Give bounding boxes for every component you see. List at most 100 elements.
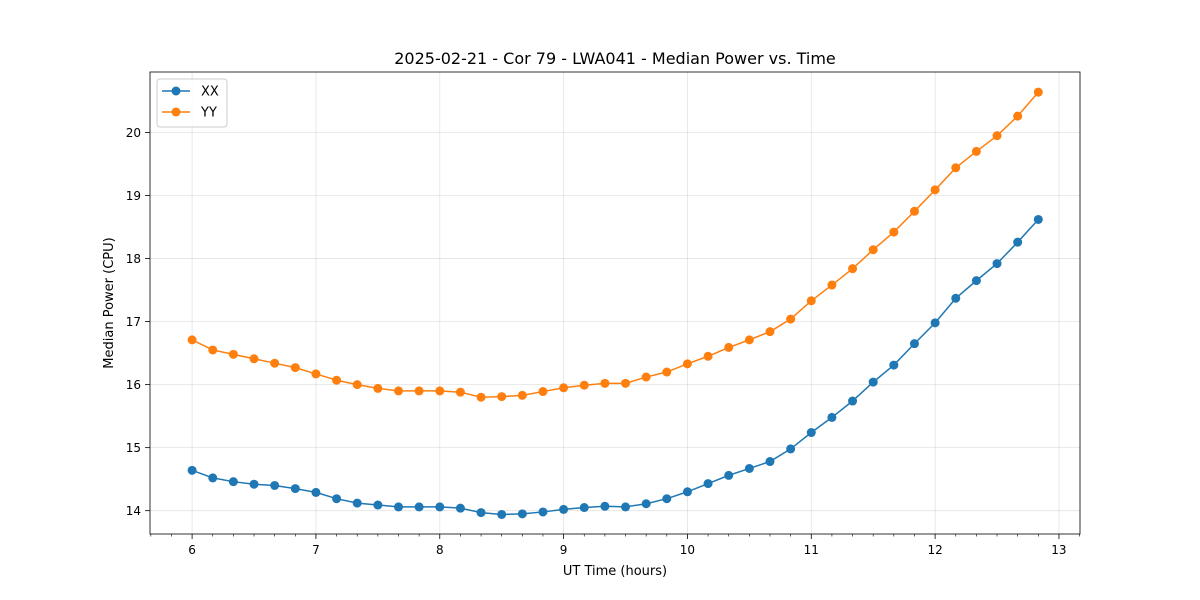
data-point-xx [662, 494, 672, 504]
data-point-xx [435, 502, 445, 512]
x-tick-label: 7 [312, 543, 320, 557]
x-tick-label: 13 [1051, 543, 1066, 557]
data-point-yy [517, 390, 527, 400]
data-point-yy [270, 358, 280, 368]
data-point-yy [848, 264, 858, 274]
data-point-xx [848, 396, 858, 406]
data-point-yy [621, 378, 631, 388]
y-axis-label: Median Power (CPU) [102, 237, 117, 368]
data-point-yy [290, 363, 300, 373]
data-point-yy [682, 359, 692, 369]
legend-label-yy: YY [200, 106, 217, 121]
data-point-yy [744, 335, 754, 345]
data-point-yy [971, 146, 981, 156]
data-point-yy [951, 163, 961, 173]
data-point-xx [228, 477, 238, 487]
data-point-xx [930, 318, 940, 328]
y-tick-label: 17 [126, 315, 141, 329]
data-point-xx [971, 276, 981, 286]
data-point-xx [559, 504, 569, 514]
y-tick-label: 16 [126, 378, 141, 392]
data-point-yy [827, 280, 837, 290]
data-point-yy [765, 327, 775, 337]
data-point-yy [538, 387, 548, 397]
series-xx [187, 214, 1043, 519]
data-point-xx [909, 339, 919, 349]
data-point-yy [455, 387, 465, 397]
data-point-xx [951, 293, 961, 303]
data-point-xx [744, 463, 754, 473]
x-tick-label: 8 [436, 543, 444, 557]
data-point-xx [270, 480, 280, 490]
x-tick-label: 9 [560, 543, 568, 557]
legend-marker-xx [171, 86, 181, 96]
data-point-yy [703, 351, 713, 361]
y-tick-label: 18 [126, 252, 141, 266]
series-layer [187, 87, 1043, 519]
data-point-yy [786, 314, 796, 324]
data-point-xx [352, 498, 362, 508]
data-point-yy [1013, 111, 1023, 121]
data-point-yy [476, 392, 486, 402]
data-point-xx [393, 502, 403, 512]
data-point-yy [724, 342, 734, 352]
series-yy [187, 87, 1043, 402]
data-point-yy [600, 378, 610, 388]
x-tick-label: 11 [804, 543, 819, 557]
data-point-xx [187, 465, 197, 475]
data-point-yy [311, 369, 321, 379]
data-point-xx [538, 507, 548, 517]
data-point-yy [435, 386, 445, 396]
x-tick-label: 12 [927, 543, 942, 557]
data-point-yy [249, 354, 259, 364]
data-point-xx [249, 479, 259, 489]
plot-frame [149, 71, 1081, 535]
data-point-xx [290, 484, 300, 494]
data-point-yy [889, 227, 899, 237]
data-point-xx [1033, 214, 1043, 224]
y-tick-label: 15 [126, 441, 141, 455]
ticks: 6 7 8 9 10 11 12 13 14 15 16 17 18 19 20 [126, 126, 1080, 557]
data-point-yy [373, 383, 383, 393]
data-point-yy [641, 372, 651, 382]
data-point-yy [868, 245, 878, 255]
data-point-yy [559, 383, 569, 393]
data-point-xx [806, 428, 816, 438]
data-point-xx [641, 499, 651, 509]
chart-title: 2025-02-21 - Cor 79 - LWA041 - Median Po… [394, 49, 836, 68]
data-point-yy [806, 296, 816, 306]
data-point-xx [827, 412, 837, 422]
data-point-xx [724, 470, 734, 480]
data-point-xx [703, 479, 713, 489]
data-point-yy [228, 349, 238, 359]
data-point-xx [332, 494, 342, 504]
x-tick-label: 6 [188, 543, 196, 557]
data-point-xx [765, 457, 775, 467]
data-point-xx [373, 500, 383, 510]
y-tick-label: 14 [126, 504, 141, 518]
y-tick-label: 19 [126, 189, 141, 203]
legend-marker-yy [171, 107, 181, 117]
data-point-yy [992, 131, 1002, 141]
data-point-yy [208, 345, 218, 355]
data-point-xx [476, 508, 486, 518]
grid [150, 72, 1080, 534]
data-point-xx [682, 487, 692, 497]
data-point-xx [621, 502, 631, 512]
legend: XX YY [156, 78, 228, 128]
data-point-yy [930, 185, 940, 195]
data-point-yy [1033, 87, 1043, 97]
data-point-yy [187, 335, 197, 345]
data-point-yy [579, 380, 589, 390]
data-point-xx [208, 473, 218, 483]
x-axis-label: UT Time (hours) [563, 564, 667, 579]
data-point-xx [600, 501, 610, 511]
x-tick-label: 10 [680, 543, 695, 557]
data-point-xx [497, 509, 507, 519]
data-point-xx [311, 487, 321, 497]
data-point-xx [579, 503, 589, 513]
y-tick-label: 20 [126, 126, 141, 140]
data-point-xx [1013, 237, 1023, 247]
data-point-yy [393, 386, 403, 396]
